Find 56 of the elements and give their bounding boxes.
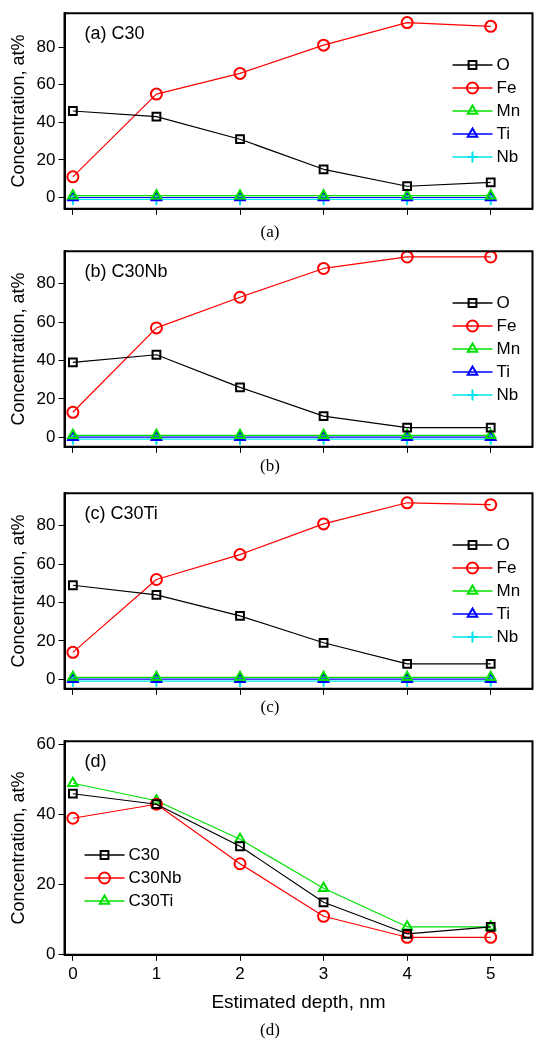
y-tick-label: 60 bbox=[36, 553, 56, 573]
legend-label: Ti bbox=[496, 361, 511, 381]
y-tick-label: 20 bbox=[36, 388, 56, 408]
legend-label: O bbox=[496, 292, 510, 312]
legend-label: Ti bbox=[496, 603, 511, 623]
legend-label: Fe bbox=[496, 557, 517, 577]
y-tick-label: 60 bbox=[36, 734, 56, 754]
text: (a) C30 bbox=[84, 23, 145, 44]
legend-label: Fe bbox=[496, 315, 517, 335]
x-tick-label: 3 bbox=[318, 963, 329, 983]
legend-label: Nb bbox=[496, 384, 519, 404]
y-tick-label: 60 bbox=[36, 74, 56, 94]
y-tick-label: 0 bbox=[46, 187, 56, 207]
x-tick-label: 0 bbox=[68, 963, 78, 983]
text: (d) bbox=[84, 751, 107, 772]
legend-label: C30Nb bbox=[128, 867, 182, 887]
text: (c) C30Ti bbox=[84, 503, 158, 524]
x-tick-label: 5 bbox=[485, 963, 496, 983]
y-tick-label: 80 bbox=[36, 273, 56, 293]
legend-label: Ti bbox=[496, 123, 511, 143]
y-tick-label: 0 bbox=[46, 668, 56, 688]
text: (d) bbox=[259, 1020, 281, 1040]
text: (b) C30Nb bbox=[84, 261, 168, 282]
text: (a) bbox=[259, 222, 281, 242]
x-tick-label: 2 bbox=[235, 963, 245, 983]
legend-label: Mn bbox=[496, 338, 521, 358]
x-axis-title: Estimated depth, nm bbox=[211, 990, 386, 1012]
y-tick-label: 80 bbox=[36, 36, 56, 56]
legend-label: O bbox=[496, 54, 510, 74]
x-tick-label: 1 bbox=[151, 963, 162, 983]
y-tick-label: 40 bbox=[36, 350, 56, 370]
legend-label: C30Ti bbox=[128, 890, 174, 910]
text: (c) bbox=[259, 697, 281, 717]
x-tick-label: 4 bbox=[402, 963, 412, 983]
legend-label: O bbox=[496, 534, 510, 554]
legend-label: Nb bbox=[496, 626, 519, 646]
y-tick-label: 40 bbox=[36, 111, 56, 131]
legend-label: C30 bbox=[128, 844, 160, 864]
y-tick-label: 20 bbox=[36, 630, 56, 650]
legend-label: Fe bbox=[496, 77, 517, 97]
y-tick-label: 80 bbox=[36, 515, 56, 535]
y-tick-label: 0 bbox=[46, 426, 56, 446]
y-tick-label: 0 bbox=[46, 944, 56, 964]
legend-label: Mn bbox=[496, 100, 521, 120]
y-axis-title: Concentration, at% bbox=[7, 272, 28, 426]
legend-label: Nb bbox=[496, 146, 519, 166]
y-tick-label: 40 bbox=[36, 592, 56, 612]
y-tick-label: 20 bbox=[36, 874, 56, 894]
y-axis-title: Concentration, at% bbox=[7, 771, 28, 925]
y-tick-label: 20 bbox=[36, 149, 56, 169]
y-tick-label: 40 bbox=[36, 804, 56, 824]
text: (b) bbox=[259, 456, 281, 476]
y-axis-title: Concentration, at% bbox=[7, 514, 28, 668]
y-tick-label: 60 bbox=[36, 311, 56, 331]
y-axis-title: Concentration, at% bbox=[7, 34, 28, 188]
legend-label: Mn bbox=[496, 580, 521, 600]
